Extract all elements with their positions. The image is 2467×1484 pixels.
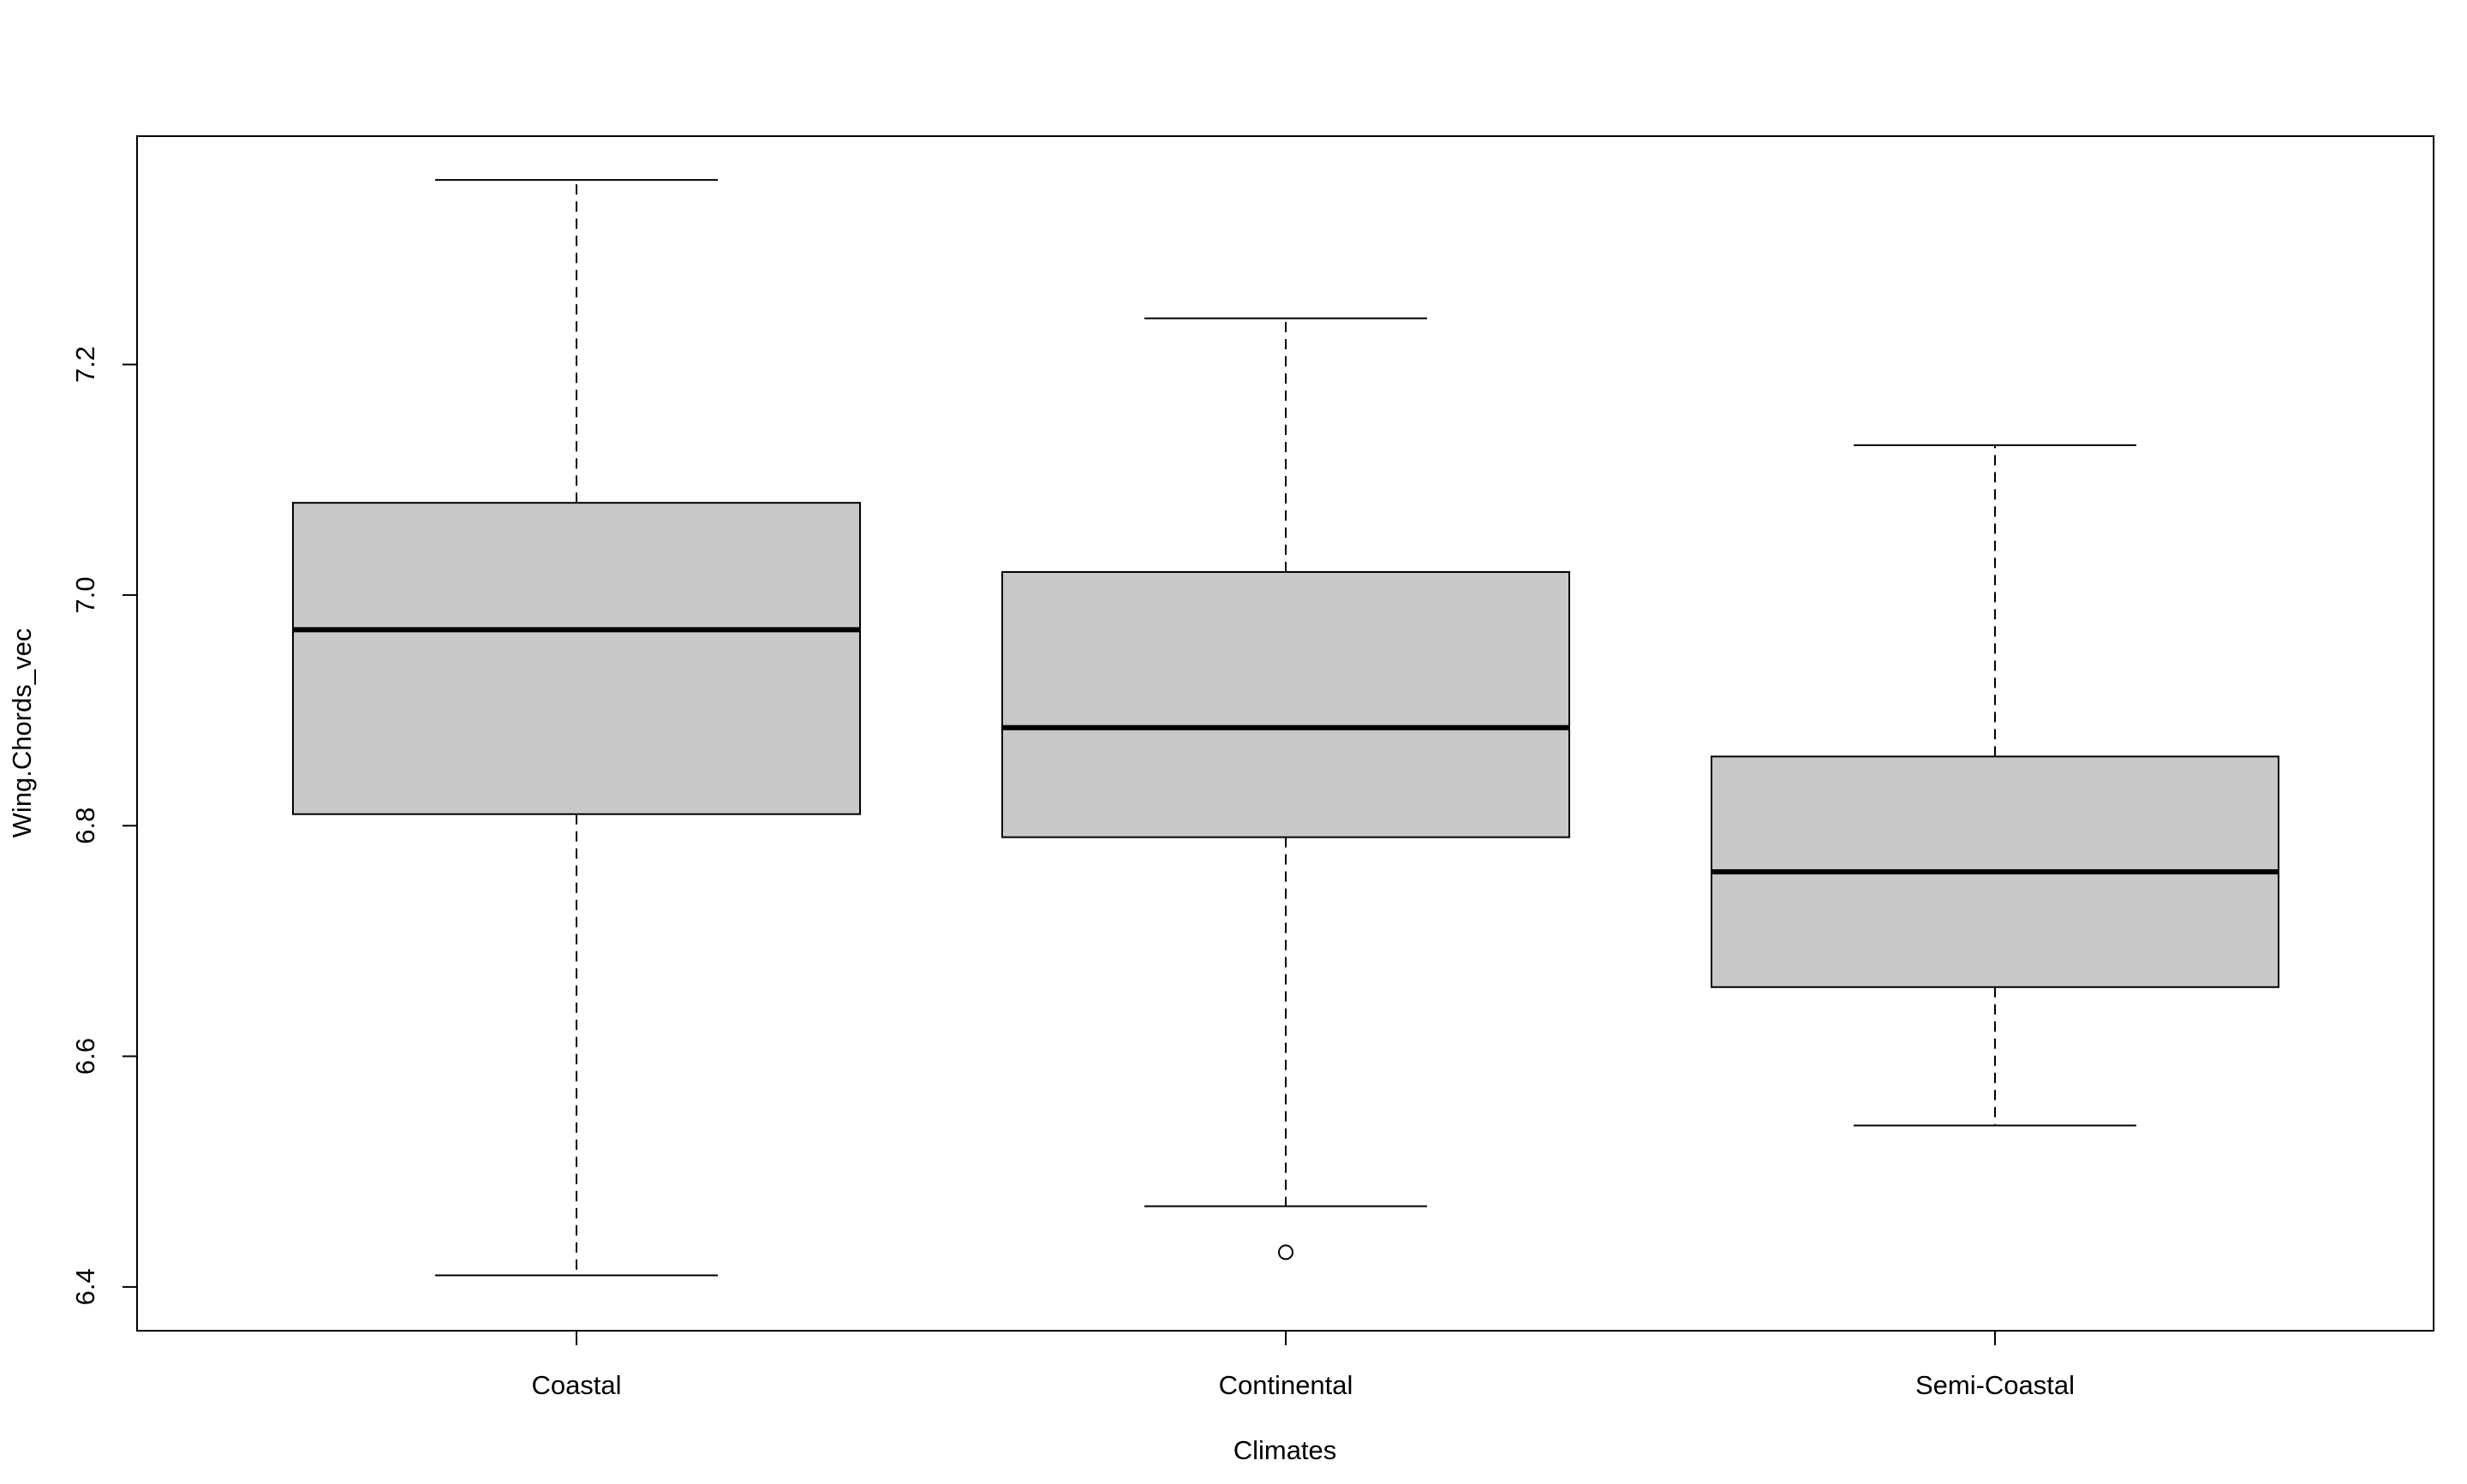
y-tick-label: 6.6 — [70, 1038, 100, 1075]
x-tick-label: Continental — [1219, 1370, 1353, 1400]
box-coastal — [292, 179, 861, 1277]
box-semi-coastal — [1711, 444, 2279, 1127]
x-axis: Coastal Continental Semi-Coastal — [531, 1331, 2075, 1400]
y-tick-label: 7.2 — [70, 346, 100, 383]
x-tick-label: Coastal — [531, 1370, 621, 1400]
box-continental — [1001, 317, 1570, 1261]
y-tick-label: 7.0 — [70, 576, 100, 613]
y-axis-title: Wing.Chords_vec — [7, 629, 37, 838]
y-tick-label: 6.8 — [70, 808, 100, 844]
y-tick-label: 6.4 — [70, 1268, 100, 1305]
y-axis: 6.4 6.6 6.8 7.0 7.2 — [70, 346, 137, 1305]
iqr-box — [1001, 570, 1570, 838]
iqr-box — [292, 502, 861, 815]
boxes-group — [292, 179, 2279, 1277]
outlier-point — [1278, 1244, 1293, 1261]
x-axis-title: Climates — [1234, 1435, 1337, 1465]
x-tick-label: Semi-Coastal — [1915, 1370, 2075, 1400]
